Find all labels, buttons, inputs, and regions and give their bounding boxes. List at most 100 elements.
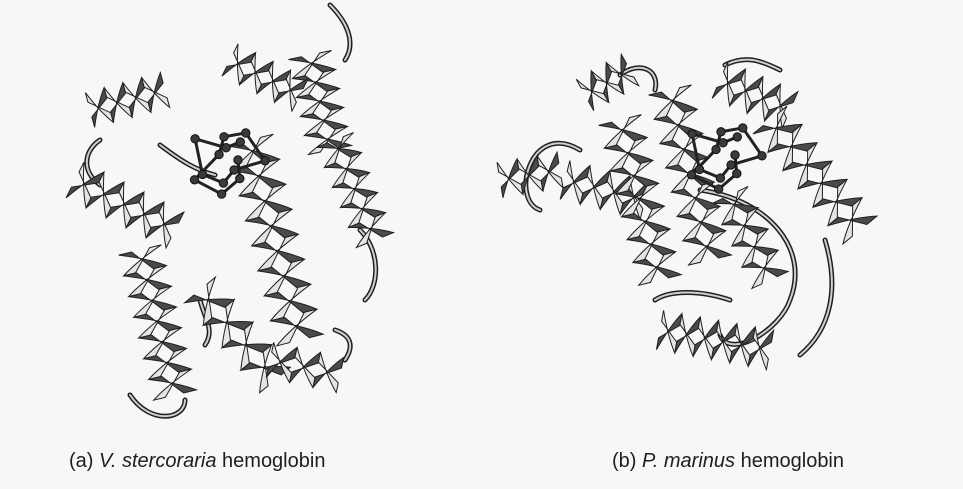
helix-front-turn <box>747 328 775 367</box>
helix-front-turn <box>332 182 380 198</box>
helix-front-turn <box>587 69 598 111</box>
helix-front-turn <box>148 375 199 394</box>
heme-atom <box>221 143 231 153</box>
helix-front-turn <box>540 150 560 192</box>
helix-front-turn <box>312 356 345 388</box>
helix-a-5 <box>118 244 199 402</box>
helix-front-turn <box>609 167 661 187</box>
heme-atom <box>260 156 270 166</box>
coil-a-bottom-highlight <box>129 394 186 418</box>
heme-bond <box>193 178 223 196</box>
helix-front-turn <box>615 190 666 210</box>
helix-front-turn <box>682 237 733 259</box>
helix-front-turn <box>245 216 300 239</box>
helix-front-turn <box>239 191 294 214</box>
heme-bond <box>730 154 763 167</box>
helix-front-turn <box>292 75 342 92</box>
heme-atom <box>738 123 748 133</box>
helix-front-turn <box>711 197 760 214</box>
heme-atom <box>716 127 726 137</box>
helix-front-turn <box>500 157 520 198</box>
heme-atom <box>190 134 200 144</box>
heme-atom <box>235 137 246 147</box>
helix-front-turn <box>812 197 864 208</box>
helix-a-7 <box>316 132 396 249</box>
caption-a: (a) V. stercoraria hemoglobin <box>69 450 325 473</box>
coil-a-nterm-highlight <box>329 4 351 61</box>
heme-bond <box>194 137 227 150</box>
helix-front-turn <box>91 86 108 128</box>
heme-group-a <box>189 128 270 199</box>
helix-b-5 <box>648 84 733 266</box>
coil-a-cterm-highlight <box>334 329 352 361</box>
helix-b-3 <box>575 52 640 111</box>
heme-atom <box>757 151 767 161</box>
helix-front-turn <box>671 188 722 210</box>
coil-b-topright-highlight <box>724 58 781 71</box>
coil-a-mid-highlight <box>159 144 216 176</box>
ribbon-diagram-b <box>496 52 879 372</box>
helix-front-turn <box>128 76 145 118</box>
helix-front-turn <box>520 154 540 195</box>
heme-atom <box>718 138 728 148</box>
helix-a-4 <box>65 161 186 250</box>
helix-a-8 <box>182 275 292 394</box>
helix-front-turn <box>627 235 678 256</box>
helix-front-turn <box>232 166 288 189</box>
panel-a: (a) V. stercoraria hemoglobin <box>0 0 470 489</box>
heme-atom <box>197 169 208 180</box>
helix-front-turn <box>340 202 388 218</box>
heme-atom <box>241 128 251 138</box>
caption-a-species: V. stercoraria <box>99 450 217 472</box>
helix-front-turn <box>138 334 189 353</box>
heme-atom <box>732 132 743 142</box>
helix-front-turn <box>648 91 699 113</box>
heme-bond <box>690 133 701 170</box>
helix-front-turn <box>677 212 728 235</box>
helix-b-1 <box>496 150 564 198</box>
helix-front-turn <box>782 160 834 172</box>
helix-front-turn <box>741 261 790 278</box>
helix-front-turn <box>264 291 319 314</box>
helix-front-turn <box>602 60 613 103</box>
helix-front-turn <box>256 69 292 94</box>
helix-b-6 <box>711 61 799 131</box>
helix-front-turn <box>764 90 799 122</box>
caption-a-prefix: (a) <box>69 450 94 472</box>
helix-front-turn <box>729 325 757 364</box>
helix-front-turn <box>324 162 372 178</box>
helix-front-turn <box>220 339 273 353</box>
helix-front-turn <box>767 142 819 153</box>
caption-b-suffix: hemoglobin <box>740 450 845 472</box>
helix-front-turn <box>289 351 322 383</box>
helix-b-7 <box>752 105 879 246</box>
helix-front-turn <box>182 294 236 308</box>
helix-front-turn <box>105 191 146 219</box>
helix-front-turn <box>729 75 764 107</box>
helix-front-turn <box>598 121 649 142</box>
coil-b-lower-highlight <box>654 291 731 301</box>
helix-front-turn <box>632 258 683 279</box>
helix-front-turn <box>110 81 127 123</box>
helix-a-6 <box>226 133 325 347</box>
helix-back-turn <box>536 155 564 190</box>
heme-group-b <box>686 123 767 194</box>
helix-front-turn <box>300 113 350 130</box>
heme-atom <box>686 170 697 180</box>
heme-atom <box>711 144 721 155</box>
heme-atom <box>726 160 736 170</box>
heme-bond <box>690 173 720 191</box>
helix-front-turn <box>65 171 106 199</box>
helix-front-turn <box>659 140 711 162</box>
helix-a-1 <box>288 49 354 156</box>
helix-front-turn <box>143 355 194 373</box>
caption-b-species: P. marinus <box>642 450 736 472</box>
helix-front-turn <box>118 251 169 270</box>
helix-front-turn <box>123 272 174 290</box>
helix-front-turn <box>604 144 655 165</box>
caption-b: (b) P. marinus hemoglobin <box>612 450 844 473</box>
helix-front-turn <box>133 313 184 332</box>
helix-front-turn <box>674 315 702 354</box>
helix-front-turn <box>270 316 325 339</box>
helix-front-turn <box>617 52 628 95</box>
